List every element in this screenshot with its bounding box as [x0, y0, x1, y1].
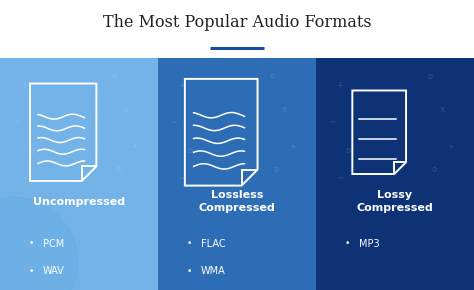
Text: x: x: [282, 104, 287, 114]
Text: Lossless
Compressed: Lossless Compressed: [199, 190, 275, 213]
Text: o: o: [29, 146, 34, 155]
Text: ~: ~: [12, 118, 19, 128]
Text: o: o: [274, 165, 279, 174]
Text: +: +: [131, 142, 138, 151]
Text: o: o: [345, 146, 350, 155]
Text: •: •: [29, 239, 34, 248]
Text: The Most Popular Audio Formats: The Most Popular Audio Formats: [103, 14, 371, 30]
Text: WMA: WMA: [201, 267, 226, 276]
Text: o: o: [116, 165, 121, 174]
Bar: [316, 58, 474, 290]
Text: +: +: [447, 142, 454, 151]
Text: o: o: [432, 165, 437, 174]
Circle shape: [0, 197, 78, 290]
Text: +: +: [336, 81, 343, 90]
Text: o: o: [187, 146, 192, 155]
Text: ~: ~: [178, 174, 185, 183]
Text: +: +: [20, 81, 27, 90]
Text: •: •: [345, 239, 350, 248]
Text: •: •: [187, 239, 192, 248]
Text: ~: ~: [20, 174, 27, 183]
Text: +: +: [289, 142, 296, 151]
Text: PCM: PCM: [43, 239, 64, 249]
Text: +: +: [178, 81, 185, 90]
Text: ~: ~: [336, 174, 343, 183]
Text: x: x: [440, 104, 445, 114]
Bar: [158, 58, 316, 290]
Text: FLAC: FLAC: [201, 239, 225, 249]
Text: Uncompressed: Uncompressed: [33, 197, 125, 207]
Text: o: o: [269, 72, 274, 81]
Text: •: •: [29, 267, 34, 276]
Text: o: o: [111, 72, 116, 81]
Text: ~: ~: [328, 118, 335, 128]
Bar: [0, 58, 158, 290]
Text: •: •: [187, 267, 192, 276]
Text: o: o: [427, 72, 432, 81]
Text: ~: ~: [170, 118, 177, 128]
Text: Lossy
Compressed: Lossy Compressed: [356, 190, 433, 213]
Text: x: x: [124, 104, 129, 114]
Text: WAV: WAV: [43, 267, 64, 276]
Text: MP3: MP3: [359, 239, 379, 249]
